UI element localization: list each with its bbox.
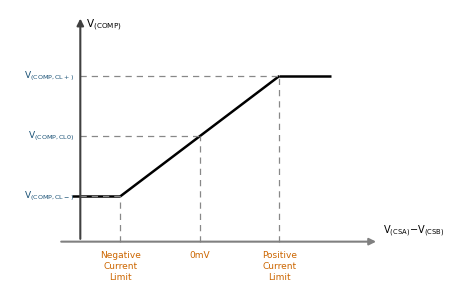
- Text: $\mathregular{V_{(COMP)}}$: $\mathregular{V_{(COMP)}}$: [86, 17, 122, 33]
- Text: 0mV: 0mV: [189, 251, 210, 260]
- Text: Positive
Current
Limit: Positive Current Limit: [262, 251, 297, 282]
- Text: $\mathregular{V_{(COMP,CL0)}}$: $\mathregular{V_{(COMP,CL0)}}$: [28, 129, 74, 143]
- Text: Negative
Current
Limit: Negative Current Limit: [100, 251, 141, 282]
- Text: $\mathregular{V_{(CSA)}}$$\mathregular{-V_{(CSB)}}$: $\mathregular{V_{(CSA)}}$$\mathregular{-…: [383, 223, 444, 239]
- Text: $\mathregular{V_{(COMP,CL+)}}$: $\mathregular{V_{(COMP,CL+)}}$: [24, 69, 74, 83]
- Text: $\mathregular{V_{(COMP,CL-)}}$: $\mathregular{V_{(COMP,CL-)}}$: [24, 190, 74, 203]
